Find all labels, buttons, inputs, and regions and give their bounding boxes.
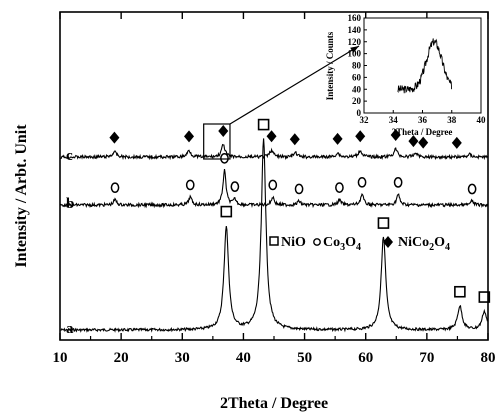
traces: [60, 138, 488, 333]
marker-co3o4: [335, 182, 344, 193]
inset-y-tick-label: 140: [348, 25, 362, 35]
marker-co3o4: [220, 152, 229, 164]
trace-c: [60, 143, 488, 161]
inset-y-title: Intensity / Counts: [325, 31, 335, 100]
marker-nio: [454, 285, 466, 298]
marker-co3o4: [110, 182, 120, 194]
marker-nico2o4: [332, 132, 343, 145]
inset-x-tick-label: 36: [418, 115, 428, 125]
x-tick-label-40: 40: [236, 350, 251, 366]
inset-x-tick-label: 34: [389, 115, 399, 125]
inset-trace: [397, 38, 453, 94]
legend-nico2o4-marker: [383, 236, 393, 248]
legend-nio-label: NiO: [281, 235, 306, 250]
inset-x-tick-label: 40: [477, 115, 487, 125]
x-tick-label-30: 30: [175, 350, 190, 366]
trace-label-b: b: [66, 196, 74, 212]
inset-y-tick-label: 100: [348, 49, 362, 59]
marker-nico2o4: [355, 130, 366, 143]
marker-nico2o4: [109, 131, 120, 144]
inset-x-tick-label: 38: [447, 115, 457, 125]
marker-nico2o4: [451, 136, 462, 149]
zoom-box: [203, 123, 231, 160]
trace-label-a: a: [66, 321, 74, 337]
marker-nico2o4: [266, 130, 277, 143]
x-tick-label-70: 70: [419, 350, 434, 366]
marker-co3o4: [467, 183, 477, 195]
marker-nio: [257, 118, 270, 131]
marker-co3o4: [185, 179, 195, 191]
legend-nio-marker: [269, 236, 279, 246]
marker-co3o4: [357, 176, 367, 188]
inset-y-tick-label: 40: [352, 84, 362, 94]
trace-b: [60, 169, 488, 209]
inset-y-tick-label: 0: [357, 108, 362, 118]
marker-nico2o4: [390, 128, 401, 141]
y-axis-title: Intensity / Arbt. Unit: [13, 124, 30, 268]
inset-y-tick-label: 80: [352, 61, 362, 71]
inset-y-tick-label: 60: [352, 72, 362, 82]
legend-co3o4-label: Co3O4: [323, 235, 361, 253]
x-tick-label-60: 60: [358, 350, 373, 366]
marker-co3o4: [393, 177, 403, 188]
legend: NiO Co3O4 NiCo2O4: [269, 235, 450, 253]
inset-y-tick-label: 20: [352, 96, 362, 106]
legend-co3o4-mid: O: [345, 235, 356, 250]
legend-nico2o4-sub1: 2: [429, 242, 434, 253]
zoom-arrow-head: [350, 46, 359, 54]
marker-nico2o4: [218, 125, 229, 138]
marker-nico2o4: [408, 135, 419, 148]
trace-labels: a b c: [66, 148, 74, 337]
legend-nico2o4-label: NiCo2O4: [398, 235, 450, 253]
marker-nio: [377, 217, 390, 229]
x-ticks: 10 20 30 40 50 60 70 80: [53, 12, 496, 366]
zoom-arrow: [229, 45, 360, 125]
marker-nico2o4: [418, 136, 429, 149]
marker-nico2o4: [289, 133, 300, 146]
marker-nico2o4: [184, 130, 195, 143]
inset-x-tick-label: 32: [360, 115, 370, 125]
peak-markers: [109, 118, 491, 303]
marker-nio: [220, 205, 233, 218]
trace-label-c: c: [66, 148, 73, 164]
marker-co3o4: [230, 181, 240, 192]
marker-co3o4: [268, 179, 278, 191]
legend-co3o4-sub1: 3: [340, 242, 345, 253]
marker-nio: [478, 291, 491, 303]
x-tick-label-10: 10: [53, 350, 68, 366]
inset-y-tick-label: 160: [348, 13, 362, 23]
x-tick-label-50: 50: [297, 350, 312, 366]
legend-nico2o4-sub2: 4: [445, 242, 450, 253]
legend-co3o4-main: Co: [323, 235, 340, 250]
inset-x-title: 2Theta / Degree: [392, 127, 453, 137]
x-axis-title: 2Theta / Degree: [220, 395, 328, 412]
legend-nico2o4-main: NiCo: [398, 235, 429, 250]
marker-co3o4: [294, 183, 304, 195]
trace-a: [60, 138, 488, 333]
inset-frame: [363, 17, 482, 114]
legend-co3o4-sub2: 4: [356, 242, 361, 253]
x-tick-label-20: 20: [114, 350, 129, 366]
legend-nico2o4-mid: O: [434, 235, 445, 250]
x-tick-label-80: 80: [481, 350, 496, 366]
legend-co3o4-marker: [313, 238, 321, 246]
inset-y-tick-label: 120: [348, 37, 362, 47]
